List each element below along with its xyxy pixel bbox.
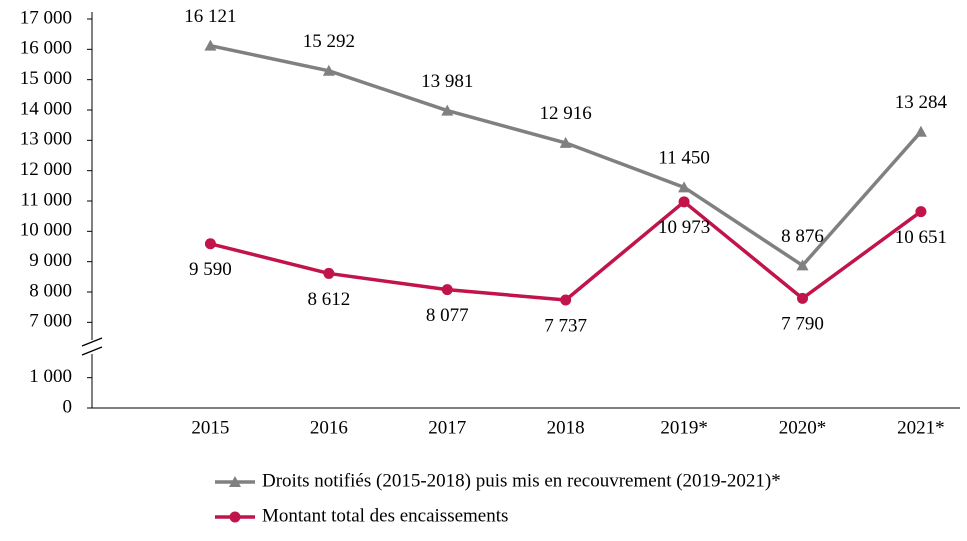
- legend-label: Droits notifiés (2015-2018) puis mis en …: [262, 470, 781, 491]
- marker: [204, 39, 217, 51]
- x-tick-label: 2017: [428, 417, 466, 438]
- marker: [441, 284, 453, 296]
- y-tick-label: 9 000: [29, 250, 72, 271]
- axis-break-mark: [81, 337, 103, 347]
- marker: [204, 238, 216, 250]
- marker: [560, 294, 572, 306]
- y-tick-label: 10 000: [20, 220, 72, 241]
- axis-break-mark: [81, 346, 103, 356]
- data-label: 7 790: [781, 314, 824, 335]
- data-label: 8 876: [781, 226, 824, 247]
- y-tick-label: 0: [63, 396, 73, 417]
- y-tick-label: 8 000: [29, 280, 72, 301]
- legend-marker: [229, 511, 241, 523]
- marker: [914, 125, 927, 137]
- data-label: 11 450: [658, 148, 710, 169]
- x-tick-label: 2016: [310, 417, 348, 438]
- x-tick-label: 2018: [547, 417, 585, 438]
- y-tick-label: 11 000: [20, 189, 72, 210]
- data-label: 12 916: [540, 103, 592, 124]
- marker: [441, 104, 454, 116]
- data-label: 13 981: [421, 71, 473, 92]
- y-tick-label: 13 000: [20, 129, 72, 150]
- marker: [678, 181, 691, 193]
- y-tick-label: 7 000: [29, 311, 72, 332]
- x-tick-label: 2015: [191, 417, 229, 438]
- marker: [797, 292, 809, 304]
- marker: [678, 196, 690, 208]
- data-label: 10 651: [895, 227, 947, 248]
- y-tick-label: 1 000: [29, 366, 72, 387]
- x-tick-label: 2020*: [779, 417, 827, 438]
- marker: [796, 259, 809, 271]
- marker: [322, 64, 335, 76]
- data-label: 8 612: [307, 289, 350, 310]
- data-label: 15 292: [303, 31, 355, 52]
- y-tick-label: 12 000: [20, 159, 72, 180]
- data-label: 8 077: [426, 305, 469, 326]
- x-tick-label: 2019*: [660, 417, 708, 438]
- marker: [915, 206, 927, 218]
- data-label: 7 737: [544, 315, 587, 336]
- data-label: 10 973: [658, 217, 710, 238]
- y-tick-label: 17 000: [20, 7, 72, 28]
- y-tick-label: 14 000: [20, 98, 72, 119]
- marker: [559, 136, 572, 148]
- data-label: 16 121: [184, 6, 236, 27]
- y-tick-label: 16 000: [20, 38, 72, 59]
- data-label: 13 284: [895, 92, 948, 113]
- x-tick-label: 2021*: [897, 417, 945, 438]
- legend-label: Montant total des encaissements: [262, 505, 508, 526]
- legend-marker: [229, 476, 241, 487]
- data-label: 9 590: [189, 259, 232, 280]
- marker: [323, 267, 335, 279]
- y-tick-label: 15 000: [20, 68, 72, 89]
